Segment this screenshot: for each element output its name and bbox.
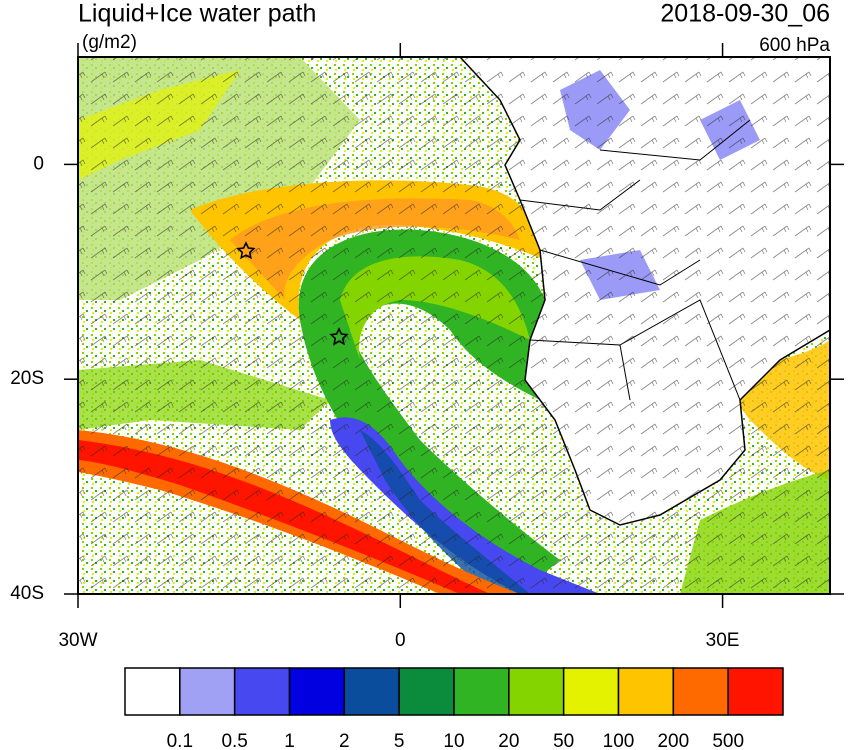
level: 600 hPa <box>759 35 830 56</box>
axes: 30W 0 30E 0 20S 40S <box>10 43 844 651</box>
map-frame <box>77 56 831 595</box>
units: (g/m2) <box>82 32 137 53</box>
colorbar-label: 20 <box>498 731 519 750</box>
colorbar-label: 2 <box>339 731 350 750</box>
y-tick-label: 40S <box>10 583 44 604</box>
station-star <box>329 327 349 346</box>
station-star <box>236 241 256 260</box>
colorbar-label: 500 <box>712 731 744 750</box>
colorbar-box <box>617 667 675 716</box>
colorbar-box <box>562 667 620 716</box>
colorbar-label: 10 <box>443 731 464 750</box>
colorbar-label: 100 <box>603 731 635 750</box>
wind-barbs <box>78 57 830 594</box>
x-tick-label: 0 <box>395 630 406 651</box>
x-tick-label: 30W <box>58 630 97 651</box>
colorbar-label: 200 <box>657 731 689 750</box>
colorbar-label: 0.5 <box>221 731 247 750</box>
colorbar-label: 5 <box>394 731 405 750</box>
y-tick-label: 0 <box>33 153 44 174</box>
x-tick-label: 30E <box>706 630 740 651</box>
colorbar-box <box>233 667 291 716</box>
colorbar: 0.1 0.5 1 2 5 10 20 50 100 200 500 <box>124 667 784 750</box>
colorbar-box <box>179 667 236 716</box>
colorbar-box <box>727 667 784 716</box>
y-tick-label: 20S <box>10 368 44 389</box>
colorbar-label: 1 <box>284 731 295 750</box>
colorbar-box <box>398 667 455 716</box>
title: Liquid+Ice water path <box>78 0 316 28</box>
colorbar-box <box>288 667 346 716</box>
colorbar-box <box>124 667 181 716</box>
colorbar-label: 50 <box>553 731 574 750</box>
valid-time: 2018-09-30_06 <box>660 0 830 28</box>
colorbar-box <box>453 667 510 716</box>
map-field <box>78 57 830 594</box>
colorbar-box <box>508 667 565 716</box>
colorbar-label: 0.1 <box>167 731 193 750</box>
colorbar-box <box>672 667 729 716</box>
colorbar-box <box>343 667 400 716</box>
